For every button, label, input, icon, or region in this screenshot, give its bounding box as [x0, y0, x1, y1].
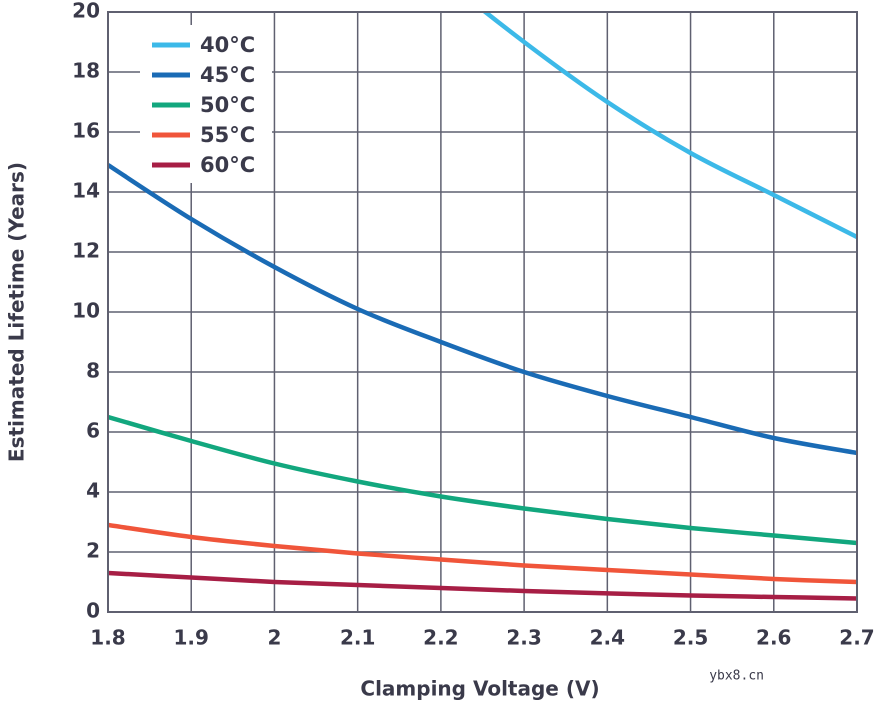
x-tick-label: 2.2 [423, 626, 458, 650]
x-tick-label: 1.9 [174, 626, 209, 650]
series-line [108, 570, 857, 601]
y-tick-label: 12 [72, 239, 100, 263]
y-axis-label: Estimated Lifetime (Years) [5, 162, 29, 462]
watermark: ybx8.cn [709, 669, 764, 684]
y-tick-label: 14 [72, 179, 100, 203]
y-tick-label: 2 [86, 539, 100, 563]
legend-label: 55°C [200, 123, 255, 147]
x-tick-label: 2.7 [839, 626, 874, 650]
x-tick-label: 2.5 [673, 626, 708, 650]
x-tick-label: 1.8 [90, 626, 125, 650]
x-tick-label: 2.6 [756, 626, 791, 650]
x-tick-label: 2 [267, 626, 281, 650]
y-tick-label: 6 [86, 419, 100, 443]
series-line [108, 522, 857, 585]
y-tick-label: 4 [86, 479, 100, 503]
legend-label: 60°C [200, 153, 255, 177]
x-axis-label: Clamping Voltage (V) [360, 677, 599, 701]
series-line [108, 163, 857, 456]
series-line [481, 12, 857, 240]
y-tick-label: 10 [72, 299, 100, 323]
y-tick-label: 0 [86, 599, 100, 623]
y-tick-label: 8 [86, 359, 100, 383]
x-tick-label: 2.3 [506, 626, 541, 650]
legend-label: 40°C [200, 33, 255, 57]
x-tick-label: 2.4 [590, 626, 625, 650]
y-tick-label: 16 [72, 119, 100, 143]
lines [108, 12, 857, 601]
series-line [108, 414, 857, 546]
y-tick-label: 18 [72, 59, 100, 83]
x-tick-label: 2.1 [340, 626, 375, 650]
legend-label: 45°C [200, 63, 255, 87]
legend-label: 50°C [200, 93, 255, 117]
plot-border [107, 11, 858, 613]
y-tick-label: 20 [72, 0, 100, 23]
